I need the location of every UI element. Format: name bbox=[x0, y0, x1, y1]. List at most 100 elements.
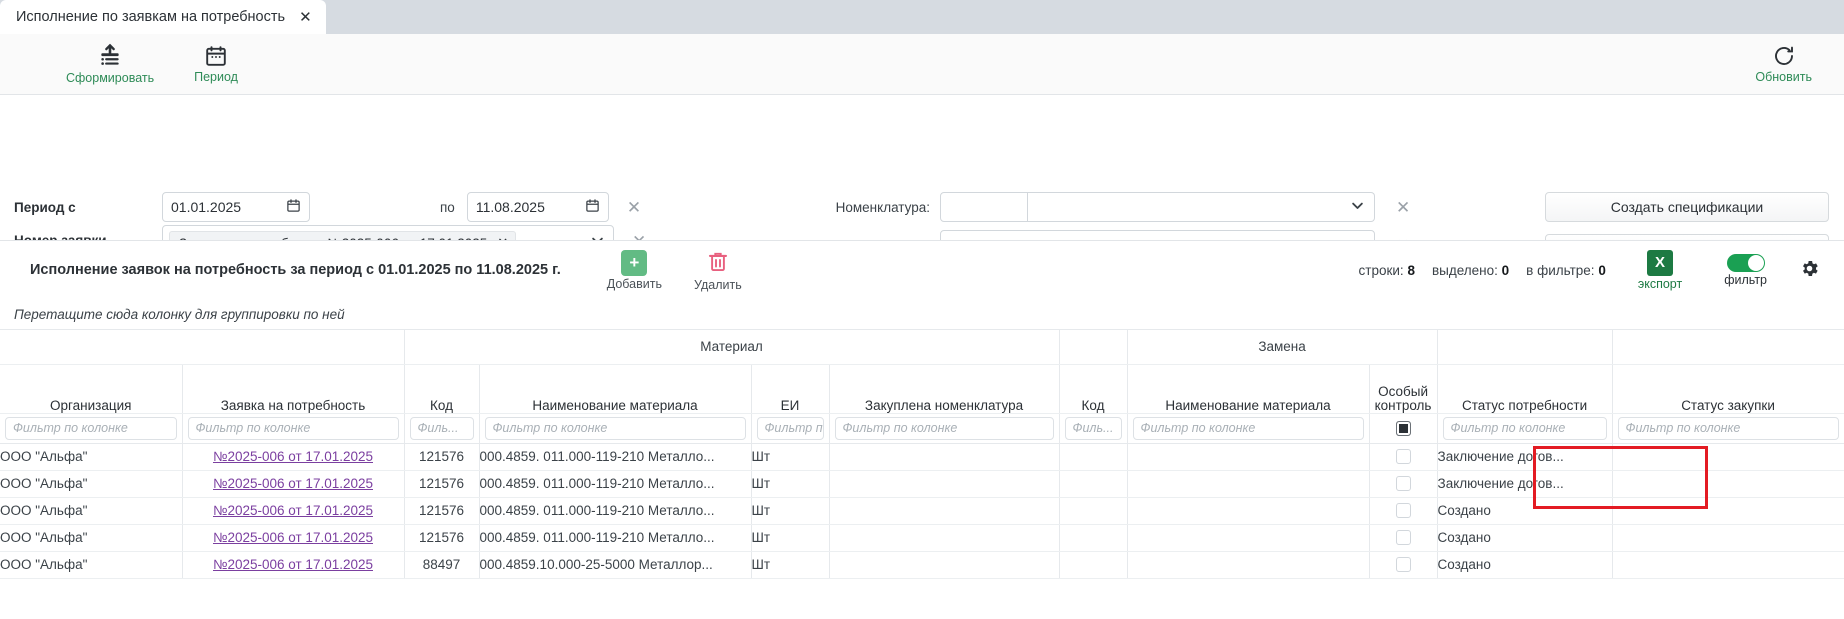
column-header-row: Организация Заявка на потребность Код На… bbox=[0, 364, 1844, 414]
table-row[interactable]: ООО "Альфа" №2025-006 от 17.01.2025 88497 0… bbox=[0, 551, 1844, 579]
column-header-organizaciya[interactable]: Организация bbox=[0, 364, 183, 414]
cell-zakuplena-nomenklatura bbox=[829, 470, 1060, 498]
create-specification-button[interactable]: Создать спецификации bbox=[1545, 192, 1829, 222]
special-control-checkbox[interactable] bbox=[1395, 530, 1411, 546]
special-control-checkbox[interactable] bbox=[1395, 503, 1411, 519]
table-row[interactable]: ООО "Альфа" №2025-006 от 17.01.2025 121576… bbox=[0, 470, 1844, 498]
cell-osobyi-kontrol[interactable] bbox=[1369, 551, 1438, 579]
group-header-empty-3 bbox=[1437, 330, 1613, 365]
group-header-empty-1 bbox=[0, 330, 405, 365]
cell-osobyi-kontrol[interactable] bbox=[1369, 470, 1438, 498]
calendar-picker-icon[interactable] bbox=[585, 198, 600, 216]
period-button[interactable]: Период bbox=[180, 42, 252, 86]
column-header-status-zakupki[interactable]: Статус закупки bbox=[1612, 364, 1844, 414]
request-link[interactable]: №2025-006 от 17.01.2025 bbox=[213, 530, 373, 545]
cell-status-zakupki bbox=[1612, 497, 1844, 525]
special-control-checkbox[interactable] bbox=[1395, 449, 1411, 465]
filter-panel: Период с 01.01.2025 по 11.08.2025 ✕ bbox=[0, 95, 1844, 327]
column-header-naimenovanie-materiala[interactable]: Наименование материала bbox=[479, 364, 752, 414]
filter-cell-osobyi-kontrol bbox=[1369, 413, 1438, 444]
table-row[interactable]: ООО "Альфа" №2025-006 от 17.01.2025 121576… bbox=[0, 524, 1844, 552]
cell-kod-zamena bbox=[1059, 470, 1128, 498]
cell-zakuplena-nomenklatura bbox=[829, 497, 1060, 525]
refresh-button[interactable]: Обновить bbox=[1741, 42, 1826, 86]
column-header-osobyi-kontrol[interactable]: Особый контроль bbox=[1369, 364, 1438, 414]
cell-zayavka[interactable]: №2025-006 от 17.01.2025 bbox=[182, 470, 405, 498]
export-button[interactable]: X экспорт bbox=[1628, 249, 1692, 291]
filter-input-status-potrebnosti[interactable]: Фильтр по колонке bbox=[1442, 416, 1607, 440]
gear-icon[interactable] bbox=[1799, 258, 1820, 282]
cell-osobyi-kontrol[interactable] bbox=[1369, 524, 1438, 552]
chevron-down-icon[interactable] bbox=[1350, 198, 1365, 216]
cell-zayavka[interactable]: №2025-006 от 17.01.2025 bbox=[182, 497, 405, 525]
filter-toggle-button[interactable]: фильтр bbox=[1714, 253, 1777, 287]
column-header-naimenovanie-materiala-zamena[interactable]: Наименование материала bbox=[1127, 364, 1370, 414]
trash-icon bbox=[706, 249, 730, 277]
calendar-icon bbox=[204, 44, 228, 68]
cell-zayavka[interactable]: №2025-006 от 17.01.2025 bbox=[182, 443, 405, 471]
period-to-input[interactable]: 11.08.2025 bbox=[466, 192, 609, 222]
cell-ei: Шт bbox=[751, 443, 830, 471]
request-link[interactable]: №2025-006 от 17.01.2025 bbox=[213, 449, 373, 464]
filter-input-material-zamena[interactable]: Фильтр по колонке bbox=[1132, 416, 1364, 440]
cell-status-zakupki bbox=[1612, 551, 1844, 579]
column-header-zakuplena-nomenklatura[interactable]: Закуплена номенклатура bbox=[829, 364, 1060, 414]
filter-cell-status-potrebnosti: Фильтр по колонке bbox=[1437, 413, 1613, 444]
filter-cell-status-zakupki: Фильтр по колонке bbox=[1612, 413, 1844, 444]
delete-row-button[interactable]: Удалить bbox=[684, 249, 752, 292]
grid-toolbar: Исполнение заявок на потребность за пери… bbox=[0, 241, 1844, 299]
cell-kod-zamena bbox=[1059, 443, 1128, 471]
column-header-ei[interactable]: ЕИ bbox=[751, 364, 830, 414]
filter-input-status-zakupki[interactable]: Фильтр по колонке bbox=[1617, 416, 1839, 440]
cell-material: 000.4859. 011.000-119-210 Металло... bbox=[479, 497, 752, 525]
nomenclature-select[interactable] bbox=[1028, 192, 1375, 222]
cell-osobyi-kontrol[interactable] bbox=[1369, 497, 1438, 525]
add-row-button[interactable]: + Добавить bbox=[597, 249, 672, 291]
filter-input-ei[interactable]: Фильтр п... bbox=[756, 416, 824, 440]
special-control-checkbox[interactable] bbox=[1395, 476, 1411, 492]
excel-icon: X bbox=[1647, 249, 1674, 276]
request-link[interactable]: №2025-006 от 17.01.2025 bbox=[213, 476, 373, 491]
filter-input-material[interactable]: Фильтр по колонке bbox=[484, 416, 746, 440]
filter-cell-organizaciya: Фильтр по колонке bbox=[0, 413, 183, 444]
filter-checkbox-osobyi-kontrol[interactable] bbox=[1395, 420, 1411, 436]
request-link[interactable]: №2025-006 от 17.01.2025 bbox=[213, 503, 373, 518]
cell-ei: Шт bbox=[751, 551, 830, 579]
calendar-picker-icon[interactable] bbox=[286, 198, 301, 216]
refresh-icon bbox=[1772, 44, 1796, 68]
column-header-zayavka[interactable]: Заявка на потребность bbox=[182, 364, 405, 414]
special-control-checkbox[interactable] bbox=[1395, 557, 1411, 573]
cell-zayavka[interactable]: №2025-006 от 17.01.2025 bbox=[182, 524, 405, 552]
column-header-kod-zamena[interactable]: Код bbox=[1059, 364, 1128, 414]
generate-button[interactable]: Сформировать bbox=[52, 41, 168, 87]
filter-input-organizaciya[interactable]: Фильтр по колонке bbox=[5, 416, 177, 440]
filter-cell-material: Фильтр по колонке bbox=[479, 413, 752, 444]
cell-zayavka[interactable]: №2025-006 от 17.01.2025 bbox=[182, 551, 405, 579]
period-from-input[interactable]: 01.01.2025 bbox=[162, 192, 310, 222]
nomenclature-code-input[interactable] bbox=[940, 192, 1028, 222]
request-link[interactable]: №2025-006 от 17.01.2025 bbox=[213, 557, 373, 572]
period-from-value: 01.01.2025 bbox=[171, 199, 242, 215]
column-header-kod[interactable]: Код bbox=[404, 364, 480, 414]
clear-nomenclature-icon[interactable]: ✕ bbox=[1396, 197, 1411, 217]
table-row[interactable]: ООО "Альфа" №2025-006 от 17.01.2025 121576… bbox=[0, 497, 1844, 525]
close-icon[interactable]: ✕ bbox=[299, 8, 312, 26]
table-row[interactable]: ООО "Альфа" №2025-006 от 17.01.2025 121576… bbox=[0, 443, 1844, 471]
toggle-switch[interactable] bbox=[1726, 253, 1765, 272]
filter-input-zayavka[interactable]: Фильтр по колонке bbox=[187, 416, 399, 440]
column-header-status-potrebnosti[interactable]: Статус потребности bbox=[1437, 364, 1613, 414]
cell-material-zamena bbox=[1127, 470, 1370, 498]
tab-ispolnenie-po-zayavkam[interactable]: Исполнение по заявкам на потребность ✕ bbox=[0, 0, 326, 34]
filter-input-kod[interactable]: Филь... bbox=[409, 416, 474, 440]
cell-kod: 121576 bbox=[404, 443, 480, 471]
cell-osobyi-kontrol[interactable] bbox=[1369, 443, 1438, 471]
grid-title: Исполнение заявок на потребность за пери… bbox=[30, 262, 561, 278]
clear-period-icon[interactable]: ✕ bbox=[626, 197, 642, 217]
filter-input-kod-zamena[interactable]: Филь... bbox=[1064, 416, 1122, 440]
group-drop-hint[interactable]: Перетащите сюда колонку для группировки … bbox=[0, 299, 1844, 330]
infilter-label: в фильтре: bbox=[1526, 262, 1595, 278]
filter-input-zakuplena[interactable]: Фильтр по колонке bbox=[834, 416, 1054, 440]
selected-label: выделено: bbox=[1431, 262, 1498, 278]
cell-organizaciya: ООО "Альфа" bbox=[0, 470, 183, 498]
nomenclature-row: Номенклатура: ✕ bbox=[820, 192, 1410, 222]
